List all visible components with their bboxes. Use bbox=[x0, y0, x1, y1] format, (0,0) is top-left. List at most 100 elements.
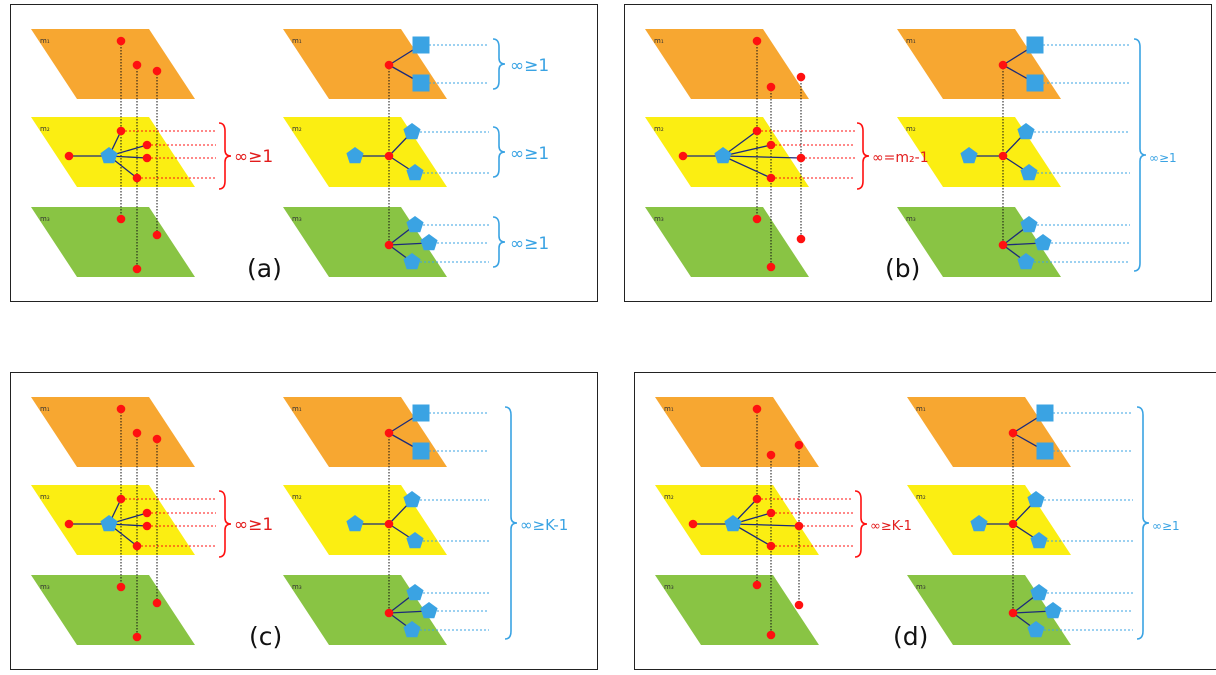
pentagon-node-icon bbox=[403, 621, 421, 638]
node-dot bbox=[796, 234, 806, 244]
blue-brace bbox=[492, 38, 506, 90]
node-dot bbox=[766, 140, 776, 150]
right-yellow-layer-plane bbox=[283, 485, 447, 555]
node-dot bbox=[116, 126, 126, 136]
right-orange-layer-plane bbox=[283, 397, 447, 467]
node-dot bbox=[116, 404, 126, 414]
red-multiplicity-label: ∞=m₂-1 bbox=[872, 150, 929, 166]
node-dot bbox=[116, 582, 126, 592]
hub-node-dot bbox=[998, 60, 1008, 70]
pentagon-node-icon bbox=[406, 164, 424, 181]
node-dot bbox=[794, 440, 804, 450]
left-green-layer-plane bbox=[655, 575, 819, 645]
node-dot bbox=[766, 508, 776, 518]
diagram-panel-c: m₁ m₁ m₂ m₂ m₃ m₃ ∞≥1 ∞≥K-1 (c) bbox=[10, 372, 598, 670]
node-dot bbox=[132, 632, 142, 642]
layer-label-right-3: m₃ bbox=[292, 583, 302, 591]
node-dot bbox=[752, 404, 762, 414]
red-multiplicity-label: ∞≥1 bbox=[234, 515, 273, 535]
central-pentagon-icon bbox=[724, 515, 742, 532]
pentagon-node-icon bbox=[1017, 253, 1035, 270]
right-orange-layer-plane bbox=[907, 397, 1071, 467]
central-pentagon-icon bbox=[100, 515, 118, 532]
blue-multiplicity-label: ∞≥1 bbox=[510, 144, 549, 164]
blue-brace bbox=[504, 406, 518, 640]
node-dot bbox=[142, 508, 152, 518]
outer-node-dot bbox=[64, 519, 74, 529]
node-dot bbox=[796, 72, 806, 82]
node-dot bbox=[766, 630, 776, 640]
hub-node-dot bbox=[1008, 608, 1018, 618]
pentagon-node-icon bbox=[406, 584, 424, 601]
pentagon-node-icon bbox=[420, 234, 438, 251]
panel-c-graphic: m₁ m₁ m₂ m₂ m₃ m₃ ∞≥1 ∞≥K-1 (c) bbox=[31, 397, 568, 651]
blue-multiplicity-label: ∞≥K-1 bbox=[520, 516, 568, 534]
layer-label-left-2: m₂ bbox=[664, 493, 674, 501]
square-node-icon bbox=[1036, 442, 1054, 460]
diagram-panel-b: m₁ m₁ m₂ m₂ m₃ m₃ ∞=m₂-1 ∞≥1 (b) bbox=[624, 4, 1212, 302]
pentagon-node-icon bbox=[403, 491, 421, 508]
right-orange-layer-plane bbox=[283, 29, 447, 99]
node-dot bbox=[766, 450, 776, 460]
left-green-layer-plane bbox=[31, 575, 195, 645]
layer-label-right-3: m₃ bbox=[906, 215, 916, 223]
square-node-icon bbox=[412, 74, 430, 92]
node-dot bbox=[766, 262, 776, 272]
pentagon-node-icon bbox=[1020, 216, 1038, 233]
node-dot bbox=[752, 214, 762, 224]
layer-label-left-3: m₃ bbox=[40, 215, 50, 223]
layer-label-right-3: m₃ bbox=[292, 215, 302, 223]
node-dot bbox=[132, 264, 142, 274]
right-orange-layer-plane bbox=[897, 29, 1061, 99]
layer-label-left-1: m₁ bbox=[40, 37, 50, 45]
square-node-icon bbox=[1036, 404, 1054, 422]
central-pentagon-icon bbox=[100, 147, 118, 164]
red-brace bbox=[854, 490, 868, 558]
hub-node-dot bbox=[384, 151, 394, 161]
node-dot bbox=[794, 521, 804, 531]
pentagon-node-icon bbox=[1017, 123, 1035, 140]
hub-node-dot bbox=[384, 60, 394, 70]
layer-label-right-2: m₂ bbox=[916, 493, 926, 501]
layer-label-right-2: m₂ bbox=[292, 125, 302, 133]
node-dot bbox=[794, 600, 804, 610]
layer-label-left-2: m₂ bbox=[654, 125, 664, 133]
left-orange-layer-plane bbox=[655, 397, 819, 467]
left-orange-layer-plane bbox=[31, 29, 195, 99]
node-dot bbox=[766, 173, 776, 183]
node-dot bbox=[132, 60, 142, 70]
layer-label-right-1: m₁ bbox=[906, 37, 916, 45]
blue-multiplicity-label: ∞≥1 bbox=[510, 234, 549, 254]
diagram-panel-a: m₁ m₁ m₂ m₂ m₃ m₃ ∞≥1 ∞≥1 ∞≥1 ∞≥1 (a) bbox=[10, 4, 598, 302]
edge-line bbox=[722, 155, 802, 159]
right-yellow-layer-plane bbox=[283, 117, 447, 187]
node-dot bbox=[116, 494, 126, 504]
node-dot bbox=[142, 153, 152, 163]
square-node-icon bbox=[1026, 36, 1044, 54]
node-dot bbox=[796, 153, 806, 163]
hub-node-dot bbox=[998, 151, 1008, 161]
layer-label-left-1: m₁ bbox=[664, 405, 674, 413]
node-dot bbox=[752, 126, 762, 136]
square-node-icon bbox=[412, 442, 430, 460]
layer-label-left-3: m₃ bbox=[654, 215, 664, 223]
panel-b-graphic: m₁ m₁ m₂ m₂ m₃ m₃ ∞=m₂-1 ∞≥1 (b) bbox=[645, 29, 1177, 283]
panel-d-graphic: m₁ m₁ m₂ m₂ m₃ m₃ ∞≥K-1 ∞≥1 (d) bbox=[655, 397, 1180, 651]
hub-node-dot bbox=[1008, 428, 1018, 438]
layer-label-right-2: m₂ bbox=[906, 125, 916, 133]
hub-node-dot bbox=[384, 519, 394, 529]
left-green-layer-plane bbox=[31, 207, 195, 277]
layer-label-right-1: m₁ bbox=[292, 37, 302, 45]
blue-multiplicity-label: ∞≥1 bbox=[510, 56, 549, 76]
blue-brace bbox=[492, 216, 506, 268]
node-dot bbox=[752, 36, 762, 46]
layer-label-right-3: m₃ bbox=[916, 583, 926, 591]
pentagon-node-icon bbox=[406, 532, 424, 549]
edge-line bbox=[732, 523, 800, 527]
node-dot bbox=[152, 66, 162, 76]
layer-label-right-1: m₁ bbox=[916, 405, 926, 413]
pentagon-node-icon bbox=[346, 147, 364, 164]
panel-caption: (c) bbox=[249, 622, 282, 651]
blue-brace bbox=[492, 126, 506, 178]
red-brace bbox=[856, 122, 870, 190]
